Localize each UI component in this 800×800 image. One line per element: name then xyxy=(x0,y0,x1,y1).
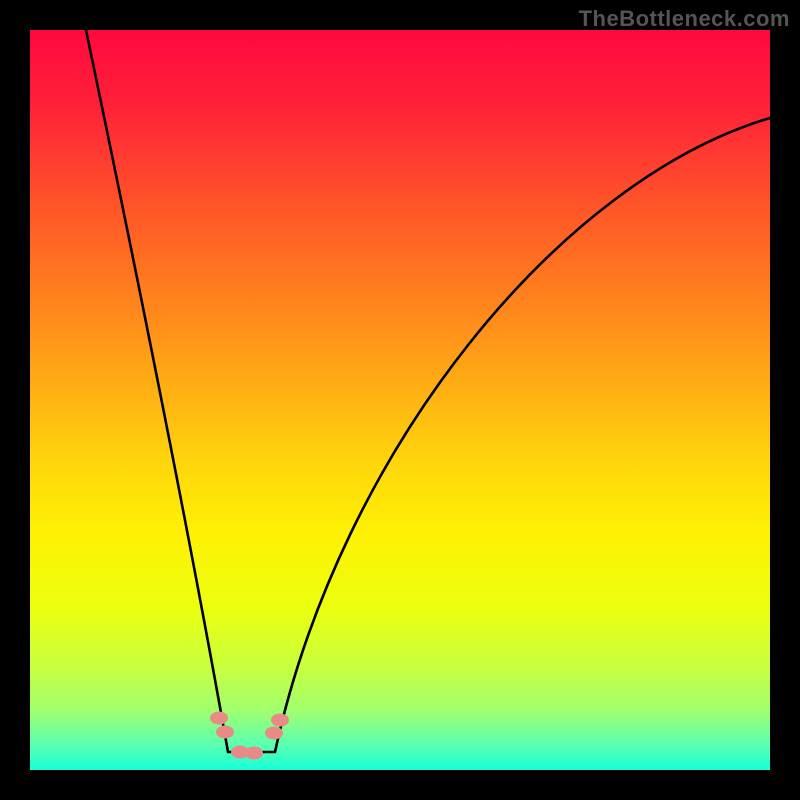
data-marker xyxy=(216,726,234,739)
data-marker xyxy=(271,714,289,727)
data-marker xyxy=(210,712,228,725)
watermark-text: TheBottleneck.com xyxy=(579,6,790,32)
data-marker xyxy=(245,747,263,760)
outer-frame: TheBottleneck.com xyxy=(0,0,800,800)
chart-background xyxy=(30,30,770,770)
data-marker xyxy=(265,727,283,740)
bottleneck-chart xyxy=(30,30,770,770)
